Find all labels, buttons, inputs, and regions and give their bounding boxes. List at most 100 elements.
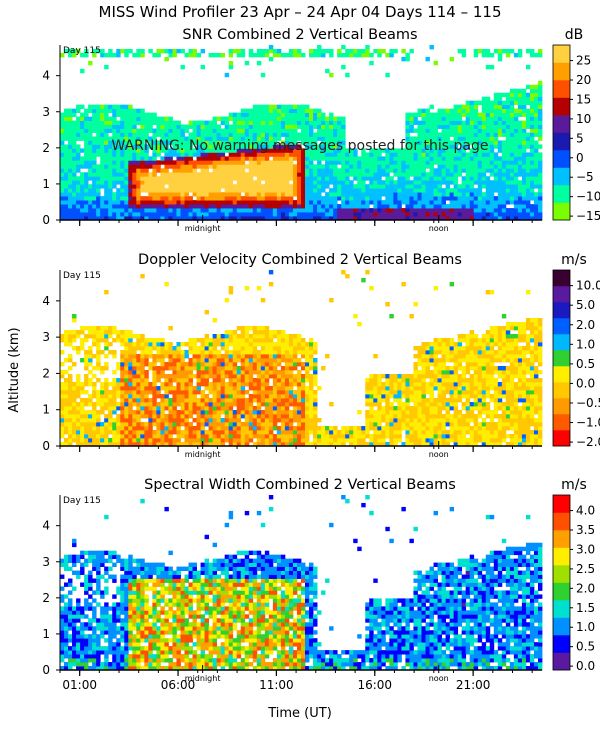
heatmap-cell (144, 338, 149, 343)
heatmap-cell (76, 438, 81, 443)
heatmap-cell (296, 362, 302, 367)
heatmap-cell (204, 310, 210, 315)
heatmap-cell (192, 124, 197, 129)
heatmap-cell (92, 410, 97, 415)
heatmap-cell (160, 160, 165, 165)
heatmap-cell (92, 434, 97, 439)
heatmap-cell (152, 176, 157, 181)
heatmap-cell (240, 378, 246, 383)
heatmap-cell (341, 216, 346, 221)
heatmap-cell (413, 180, 418, 185)
heatmap-cell (220, 120, 226, 125)
heatmap-cell (493, 168, 499, 173)
heatmap-cell (284, 378, 290, 383)
heatmap-cell (188, 120, 193, 125)
heatmap-cell (248, 402, 254, 407)
heatmap-cell (305, 152, 310, 157)
heatmap-cell (196, 120, 201, 125)
heatmap-cell (160, 148, 165, 153)
heatmap-cell (64, 108, 69, 114)
heatmap-cell (208, 374, 214, 379)
heatmap-cell (280, 442, 286, 447)
heatmap-cell (505, 116, 511, 121)
heatmap-cell (68, 358, 73, 363)
heatmap-cell (192, 358, 197, 363)
heatmap-cell (88, 140, 93, 145)
heatmap-cell (252, 180, 258, 185)
heatmap-cell (84, 212, 89, 217)
heatmap-cell (72, 124, 77, 129)
heatmap-cell (220, 204, 226, 209)
heatmap-cell (112, 124, 117, 129)
heatmap-cell (124, 216, 129, 221)
heatmap-cell (168, 164, 173, 169)
heatmap-cell (172, 366, 177, 371)
heatmap-cell (272, 116, 278, 121)
heatmap-cell (156, 160, 161, 165)
heatmap-cell (192, 52, 197, 58)
heatmap-cell (256, 358, 262, 363)
heatmap-cell (296, 398, 302, 403)
heatmap-cell (296, 152, 302, 157)
heatmap-cell (168, 188, 173, 193)
heatmap-cell (76, 442, 81, 447)
heatmap-cell (100, 204, 105, 209)
heatmap-cell (453, 120, 459, 125)
heatmap-cell (305, 358, 310, 363)
heatmap-cell (329, 188, 334, 193)
heatmap-cell (276, 370, 282, 375)
heatmap-cell (333, 156, 338, 161)
heatmap-cell (116, 402, 121, 407)
heatmap-cell (100, 426, 105, 431)
heatmap-cell (92, 438, 97, 443)
heatmap-cell (132, 442, 137, 447)
heatmap-cell (160, 124, 165, 129)
heatmap-cell (76, 410, 81, 415)
heatmap-cell (441, 136, 446, 141)
heatmap-cell (272, 442, 278, 447)
heatmap-cell (220, 394, 226, 399)
heatmap-cell (116, 438, 121, 443)
heatmap-cell (152, 374, 157, 379)
heatmap-cell (236, 406, 242, 411)
heatmap-cell (485, 212, 491, 217)
heatmap-cell (493, 160, 499, 165)
heatmap-cell (317, 124, 322, 129)
heatmap-cell (268, 160, 274, 165)
heatmap-cell (240, 386, 246, 391)
heatmap-cell (252, 338, 258, 343)
heatmap-cell (176, 442, 181, 447)
heatmap-cell (292, 124, 298, 129)
heatmap-cell (176, 366, 181, 371)
heatmap-cell (232, 418, 238, 423)
heatmap-cell (224, 422, 230, 427)
heatmap-cell (252, 334, 258, 339)
heatmap-cell (240, 442, 246, 447)
heatmap-cell (288, 208, 294, 213)
heatmap-cell (60, 120, 65, 125)
heatmap-cell (301, 338, 306, 343)
heatmap-cell (276, 112, 282, 117)
heatmap-cell (453, 216, 459, 221)
heatmap-cell (393, 196, 398, 201)
heatmap-cell (244, 212, 250, 217)
heatmap-cell (465, 180, 471, 185)
heatmap-cell (461, 48, 467, 54)
heatmap-cell (80, 216, 85, 221)
heatmap-cell (216, 430, 222, 435)
heatmap-cell (284, 192, 290, 197)
heatmap-cell (497, 104, 503, 110)
heatmap-cell (60, 148, 65, 153)
heatmap-cell (172, 132, 177, 137)
heatmap-cell (96, 442, 101, 447)
heatmap-cell (288, 418, 294, 423)
heatmap-cell (120, 350, 125, 355)
heatmap-cell (76, 382, 81, 387)
heatmap-cell (296, 434, 302, 439)
heatmap-cell (92, 176, 97, 181)
heatmap-cell (104, 426, 109, 431)
heatmap-cell (220, 346, 226, 351)
heatmap-cell (256, 398, 262, 403)
heatmap-cell (240, 354, 246, 359)
heatmap-cell (180, 402, 185, 407)
